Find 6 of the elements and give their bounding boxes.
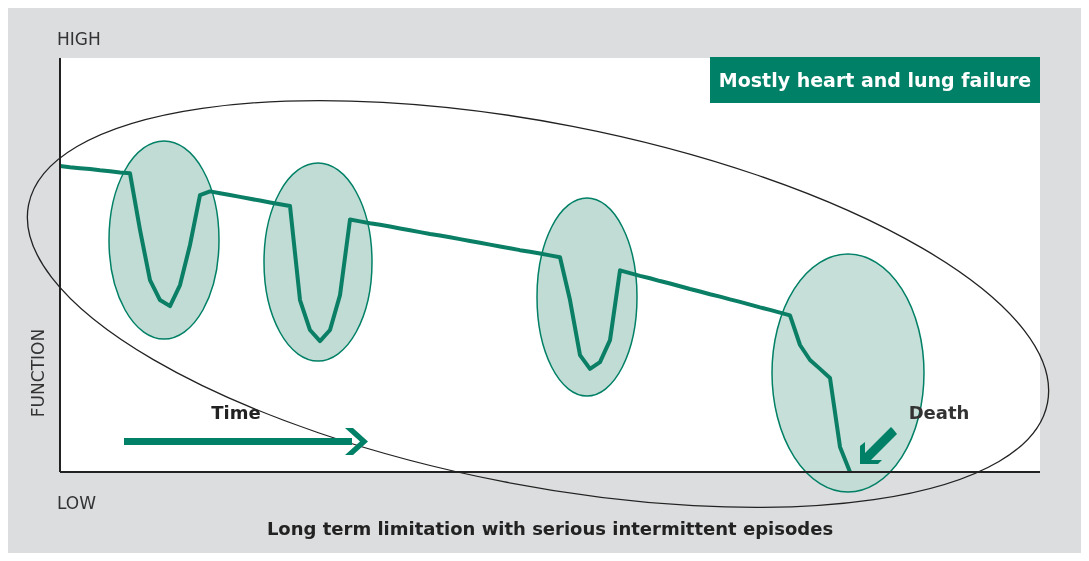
x-axis-title: Long term limitation with serious intermittent episodes (266, 518, 834, 539)
chart-title: Mostly heart and lung failure (718, 69, 1032, 91)
text: HIGH (57, 29, 101, 49)
y-axis-title: FUNCTION (28, 328, 48, 418)
annotation: Time (211, 402, 261, 423)
text: LOW (57, 493, 97, 513)
